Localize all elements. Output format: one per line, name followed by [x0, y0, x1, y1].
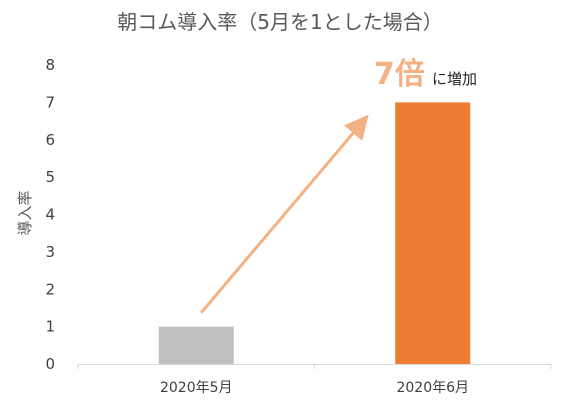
annotation-text: 7倍 に増加 — [374, 57, 477, 92]
annotation-suffix: に増加 — [432, 70, 477, 88]
y-axis-label: 導入率 — [16, 190, 34, 235]
y-tick-label: 3 — [45, 243, 55, 261]
y-tick-label: 0 — [45, 355, 55, 373]
bar-2 — [395, 102, 471, 364]
annotation-value: 7倍 — [374, 57, 425, 92]
increase-arrow — [200, 114, 369, 314]
x-tick-label: 2020年6月 — [396, 380, 469, 396]
y-axis-ticks: 0 1 2 3 4 5 6 7 8 — [45, 56, 55, 373]
x-axis-tick-marks — [77, 364, 552, 369]
y-tick-label: 1 — [45, 318, 55, 336]
bars — [158, 102, 471, 364]
y-tick-label: 5 — [45, 168, 55, 186]
y-tick-label: 4 — [45, 206, 55, 224]
chart-title: 朝コム導入率（5月を1とした場合） — [117, 10, 442, 34]
x-tick-label: 2020年5月 — [160, 380, 233, 396]
bar-1 — [158, 326, 234, 364]
y-tick-label: 2 — [45, 280, 55, 298]
y-tick-label: 6 — [45, 131, 55, 149]
x-axis-categories: 2020年5月 2020年6月 — [160, 380, 469, 396]
y-tick-label: 7 — [45, 93, 55, 111]
y-tick-label: 8 — [45, 56, 55, 74]
